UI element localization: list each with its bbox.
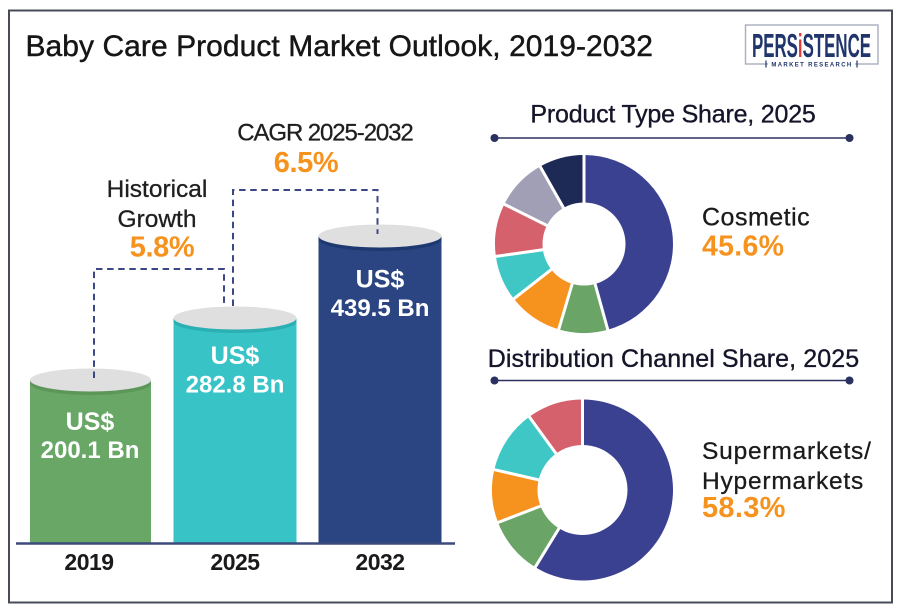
svg-text:6.5%: 6.5% [274,147,339,179]
svg-text:MARKET RESEARCH: MARKET RESEARCH [771,63,852,69]
svg-text:US$: US$ [211,342,260,370]
svg-text:45.6%: 45.6% [702,231,784,263]
svg-text:Baby Care Product Market Outlo: Baby Care Product Market Outlook, 2019-2… [26,30,654,63]
svg-text:2019: 2019 [64,549,113,575]
svg-text:PERSiSTENCE: PERSiSTENCE [752,27,871,64]
svg-text:Cosmetic: Cosmetic [702,204,810,232]
svg-text:Product Type Share, 2025: Product Type Share, 2025 [530,101,815,129]
svg-text:Historical: Historical [107,176,208,203]
svg-text:US$: US$ [356,266,405,294]
svg-text:Distribution Channel Share, 20: Distribution Channel Share, 2025 [488,345,860,373]
svg-text:58.3%: 58.3% [702,492,786,524]
svg-text:Hypermarkets: Hypermarkets [702,468,864,495]
svg-text:282.8 Bn: 282.8 Bn [186,372,285,399]
svg-text:Supermarkets/: Supermarkets/ [702,438,872,465]
svg-text:5.8%: 5.8% [130,232,195,264]
svg-text:2025: 2025 [210,549,260,575]
svg-text:439.5 Bn: 439.5 Bn [331,295,430,322]
svg-text:2032: 2032 [355,549,404,575]
svg-text:Growth: Growth [118,206,197,233]
svg-text:200.1 Bn: 200.1 Bn [41,437,140,464]
svg-text:US$: US$ [66,408,115,436]
svg-text:CAGR 2025-2032: CAGR 2025-2032 [237,120,413,147]
